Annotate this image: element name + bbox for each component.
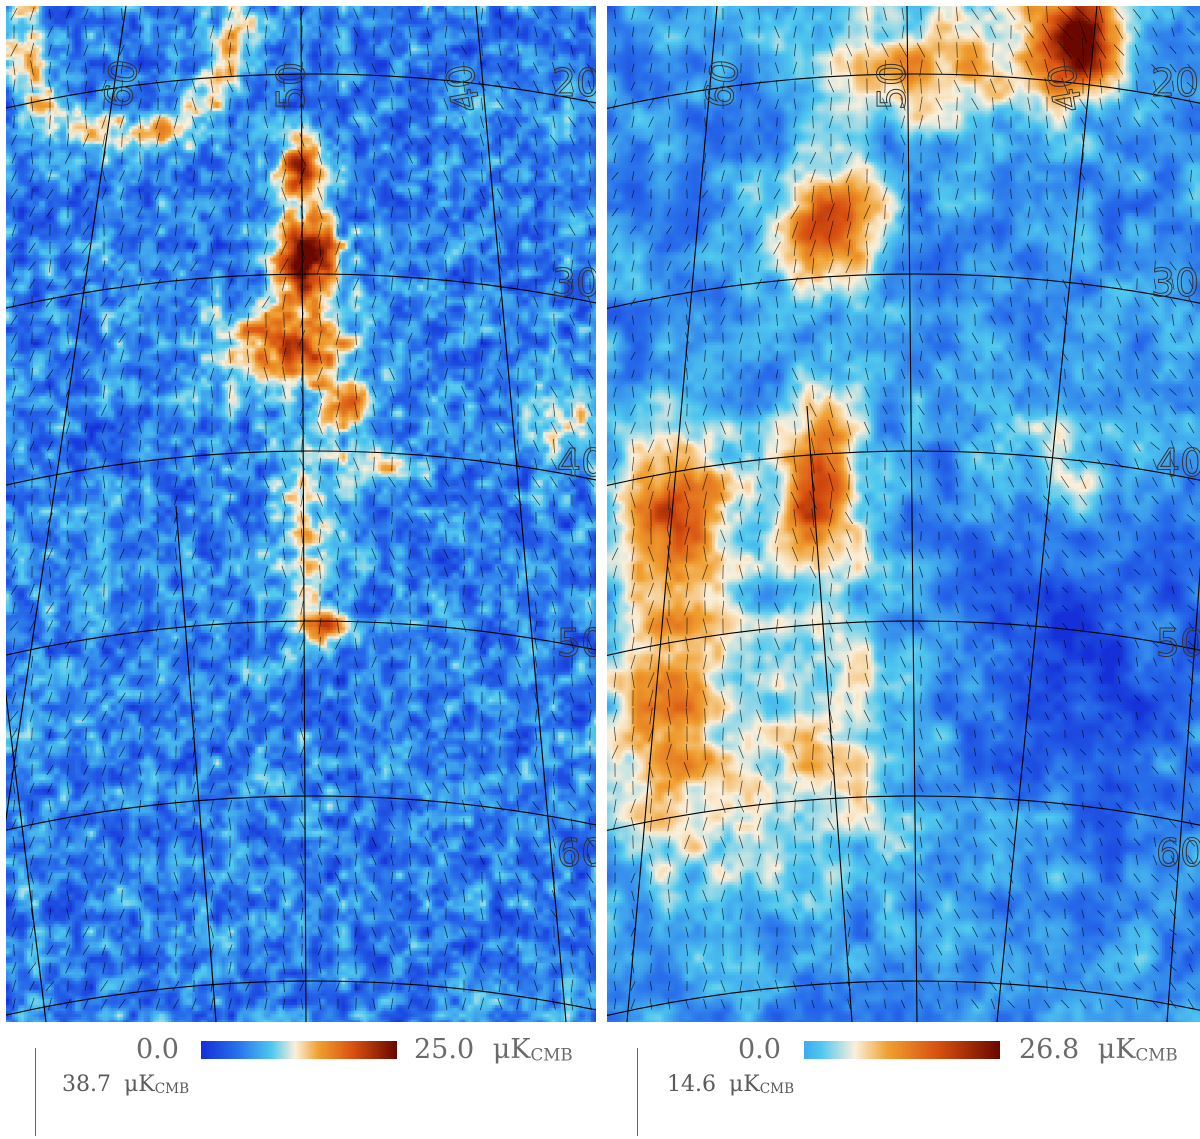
right-vector-scale-unit-sub: CMB [759, 1081, 795, 1098]
grid-label: 50 [1156, 621, 1200, 665]
right-vector-scale-label: 14.6 μKCMB [667, 1074, 794, 1097]
left-vector-scale-unit: μK [123, 1072, 155, 1097]
right-polarization-overlay: 60 50 40 20 30 40 50 60 [607, 6, 1200, 1022]
coordinate-grid [6, 6, 596, 1022]
grid-label: 20 [552, 61, 596, 105]
right-colorbar-max-value: 26.8 [1019, 1034, 1080, 1065]
right-colorbar-unit: μK [1097, 1034, 1136, 1065]
grid-label: 50 [557, 621, 596, 665]
left-colorbar-max-value: 25.0 [414, 1034, 475, 1065]
grid-label: 40 [437, 61, 489, 116]
grid-label: 60 [696, 56, 748, 111]
grid-label: 60 [1156, 831, 1200, 875]
right-vector-scale-value: 14.6 [667, 1072, 716, 1097]
grid-label: 30 [552, 261, 596, 305]
grid-label: 40 [1039, 61, 1091, 116]
grid-label: 50 [870, 62, 914, 110]
grid-label: 60 [557, 831, 596, 875]
right-colorbar-max: 26.8 μKCMB [1019, 1036, 1178, 1063]
left-vector-scale-value: 38.7 [62, 1072, 111, 1097]
left-vector-scale-bar [35, 1048, 36, 1136]
right-vector-scale-unit: μK [728, 1072, 760, 1097]
left-vector-scale-unit-sub: CMB [154, 1081, 190, 1098]
grid-label: 40 [557, 441, 596, 485]
right-vector-scale-bar [637, 1048, 638, 1136]
left-colorbar-unit: μK [492, 1034, 531, 1065]
left-colorbar [201, 1041, 397, 1059]
right-legend: 0.0 26.8 μKCMB 14.6 μKCMB [603, 1028, 1200, 1136]
grid-label: 30 [1151, 261, 1199, 305]
polarization-vectors [611, 6, 1196, 1010]
right-map-panel: 60 50 40 20 30 40 50 60 [607, 6, 1200, 1022]
polarization-vectors [9, 7, 595, 1011]
right-colorbar-unit-sub: CMB [1135, 1044, 1178, 1065]
left-vector-scale-label: 38.7 μKCMB [62, 1074, 189, 1097]
coordinate-grid [607, 6, 1200, 1022]
left-colorbar-max: 25.0 μKCMB [414, 1036, 573, 1063]
right-colorbar [804, 1041, 1000, 1059]
left-colorbar-min: 0.0 [136, 1034, 179, 1065]
right-colorbar-min: 0.0 [738, 1034, 781, 1065]
grid-label: 20 [1151, 61, 1199, 105]
left-polarization-overlay: 60 50 40 20 30 40 50 60 [6, 6, 596, 1022]
grid-label: 40 [1156, 441, 1200, 485]
right-intensity-map [607, 6, 1200, 1022]
left-colorbar-unit-sub: CMB [530, 1044, 573, 1065]
left-legend: 0.0 25.0 μKCMB 38.7 μKCMB [0, 1028, 600, 1136]
left-map-panel: 60 50 40 20 30 40 50 60 [6, 6, 596, 1022]
grid-label: 60 [95, 56, 147, 111]
grid-label: 50 [269, 62, 313, 110]
